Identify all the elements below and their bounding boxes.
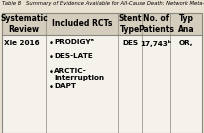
Text: DES: DES	[122, 40, 138, 46]
Text: Included RCTs: Included RCTs	[52, 20, 112, 28]
Text: 17,743ᵇ: 17,743ᵇ	[140, 40, 172, 47]
Text: No. of
Patients: No. of Patients	[138, 14, 174, 34]
Text: OR,: OR,	[179, 40, 193, 46]
Text: •: •	[49, 68, 54, 77]
Bar	[2, 35, 202, 133]
Text: Typ
Ana: Typ Ana	[178, 14, 194, 34]
Text: ARCTIC-
Interruption: ARCTIC- Interruption	[54, 68, 104, 81]
Text: •: •	[49, 82, 54, 92]
Text: Stent
Type: Stent Type	[118, 14, 142, 34]
Text: •: •	[49, 53, 54, 63]
Text: Xie 2016: Xie 2016	[4, 40, 40, 46]
Bar	[2, 13, 202, 35]
Bar	[0, 0, 204, 13]
Text: PRODIGYᵃ: PRODIGYᵃ	[54, 39, 94, 45]
Text: Systematic
Review: Systematic Review	[0, 14, 48, 34]
Text: DES-LATE: DES-LATE	[54, 53, 93, 59]
Text: •: •	[49, 39, 54, 48]
Text: DAPT: DAPT	[54, 82, 76, 88]
Text: Table 8   Summary of Evidence Available for All-Cause Death: Network Meta-Analys: Table 8 Summary of Evidence Available fo…	[2, 1, 204, 7]
